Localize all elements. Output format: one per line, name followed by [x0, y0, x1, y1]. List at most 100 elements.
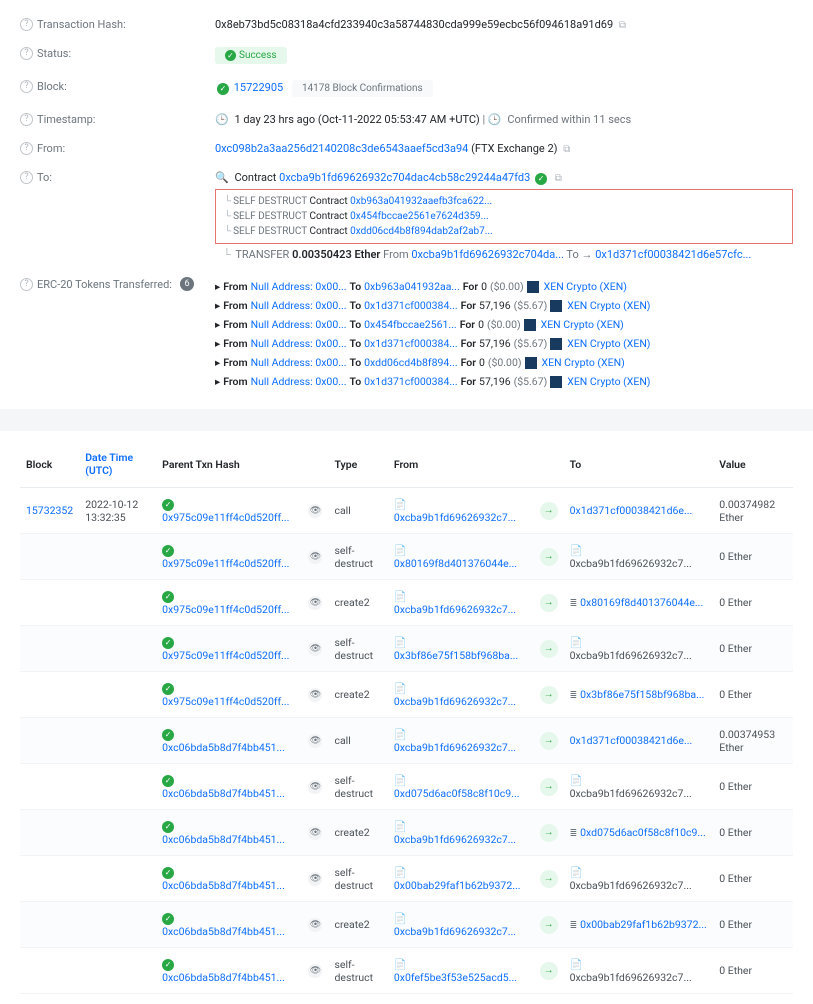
parent-hash-link[interactable]: 0x975c09e11ff4c0d520ff... [162, 557, 289, 570]
help-icon[interactable]: ? [20, 142, 33, 155]
view-icon[interactable]: 👁 [308, 504, 322, 518]
erc20-from-link[interactable]: Null Address: 0x00... [251, 280, 347, 293]
erc20-to-link[interactable]: 0x1d371cf000384... [364, 375, 458, 388]
help-icon[interactable]: ? [20, 171, 33, 184]
view-icon[interactable]: 👁 [308, 826, 322, 840]
parent-hash-link[interactable]: 0xc06bda5b8d7f4bb451... [162, 833, 285, 846]
th-type[interactable]: Type [328, 441, 387, 488]
parent-hash-link[interactable]: 0x975c09e11ff4c0d520ff... [162, 695, 289, 708]
view-icon[interactable]: 👁 [308, 550, 322, 564]
copy-icon[interactable]: ⧉ [555, 173, 562, 184]
from-address-link[interactable]: 0x80169f8d401376044e... [394, 557, 517, 570]
token-link[interactable]: XEN Crypto (XEN) [567, 375, 650, 388]
success-icon: ✓ [162, 545, 174, 557]
block-link[interactable]: 15732352 [26, 504, 73, 517]
parent-hash-link[interactable]: 0x975c09e11ff4c0d520ff... [162, 603, 289, 616]
clock-icon: 🕒 [215, 113, 229, 126]
from-row: ? From: 0xc098b2a3aa256d2140208c3de6543a… [20, 134, 793, 163]
from-address-link[interactable]: 0x00bab29faf1b62b9372... [394, 879, 521, 892]
tx-type: create2 [334, 688, 369, 701]
erc20-from-link[interactable]: Null Address: 0x00... [251, 299, 347, 312]
parent-hash-link[interactable]: 0xc06bda5b8d7f4bb451... [162, 879, 285, 892]
help-icon[interactable]: ? [20, 47, 33, 60]
parent-hash-link[interactable]: 0x975c09e11ff4c0d520ff... [162, 511, 289, 524]
success-icon: ✓ [162, 729, 174, 741]
help-icon[interactable]: ? [20, 278, 33, 291]
parent-hash-link[interactable]: 0xc06bda5b8d7f4bb451... [162, 971, 285, 984]
table-row: ✓0xc06bda5b8d7f4bb451...👁call📄0xcba9b1fd… [20, 718, 793, 764]
parent-hash-link[interactable]: 0xc06bda5b8d7f4bb451... [162, 925, 285, 938]
th-parent[interactable]: Parent Txn Hash [156, 441, 302, 488]
transfer-from-link[interactable]: 0xcba9b1fd69626932c704da... [411, 248, 564, 261]
from-label: From: [37, 142, 65, 155]
view-icon[interactable]: 👁 [308, 734, 322, 748]
block-number-link[interactable]: 15722905 [234, 81, 283, 94]
to-address-link[interactable]: 0x80169f8d401376044e... [580, 596, 703, 609]
contract-icon: 🔍 [215, 171, 229, 184]
parent-hash-link[interactable]: 0xc06bda5b8d7f4bb451... [162, 741, 285, 754]
token-link[interactable]: XEN Crypto (XEN) [541, 318, 624, 331]
token-link[interactable]: XEN Crypto (XEN) [542, 356, 625, 369]
erc20-from-link[interactable]: Null Address: 0x00... [251, 375, 347, 388]
arrow-icon: → [540, 640, 558, 658]
copy-icon[interactable]: ⧉ [563, 144, 570, 155]
token-link[interactable]: XEN Crypto (XEN) [567, 299, 650, 312]
from-address-link[interactable]: 0xcba9b1fd69626932c7... [394, 603, 516, 616]
view-icon[interactable]: 👁 [308, 964, 322, 978]
erc20-to-link[interactable]: 0x1d371cf000384... [364, 299, 458, 312]
from-address-link[interactable]: 0xcba9b1fd69626932c7... [394, 833, 516, 846]
view-icon[interactable]: 👁 [308, 872, 322, 886]
from-address-link[interactable]: 0xd075d6ac0f58c8f10c9... [394, 787, 520, 800]
th-to[interactable]: To [564, 441, 714, 488]
view-icon[interactable]: 👁 [308, 688, 322, 702]
to-address-link[interactable]: 0xd075d6ac0f58c8f10c9... [580, 826, 706, 839]
to-address-link[interactable]: 0x1d371cf00038421d6e... [570, 504, 693, 517]
sd-contract-link[interactable]: 0x454fbccae2561e7624d359... [350, 211, 488, 222]
th-datetime[interactable]: Date Time (UTC) [79, 441, 156, 488]
from-address-link[interactable]: 0xcba9b1fd69626932c7... [394, 925, 516, 938]
view-icon[interactable]: 👁 [308, 642, 322, 656]
erc20-from-link[interactable]: Null Address: 0x00... [251, 318, 347, 331]
help-icon[interactable]: ? [20, 80, 33, 93]
erc20-from-link[interactable]: Null Address: 0x00... [251, 356, 347, 369]
value: 0.00374953 Ether [719, 728, 775, 754]
from-address-link[interactable]: 0xc098b2a3aa256d2140208c3de6543aaef5cd3a… [215, 142, 468, 155]
th-from[interactable]: From [388, 441, 534, 488]
erc20-to-link[interactable]: 0xb963a041932aa... [364, 280, 460, 293]
to-address-link[interactable]: 0x00bab29faf1b62b9372... [580, 918, 707, 931]
from-address-link[interactable]: 0xcba9b1fd69626932c7... [394, 695, 516, 708]
sd-contract-link[interactable]: 0xdd06cd4b8f894dab2af2ab7... [350, 226, 493, 237]
tx-type: self-destruct [334, 866, 373, 892]
to-address-link[interactable]: 0x1d371cf00038421d6e... [570, 734, 693, 747]
help-icon[interactable]: ? [20, 18, 33, 31]
view-icon[interactable]: 👁 [308, 596, 322, 610]
token-link[interactable]: XEN Crypto (XEN) [544, 280, 627, 293]
to-address-link[interactable]: 0x3bf86e75f158bf968ba... [580, 688, 704, 701]
view-icon[interactable]: 👁 [308, 918, 322, 932]
parent-hash-link[interactable]: 0x975c09e11ff4c0d520ff... [162, 649, 289, 662]
erc20-from-link[interactable]: Null Address: 0x00... [251, 337, 347, 350]
timestamp-ago: 1 day 23 hrs ago [234, 113, 315, 126]
th-value[interactable]: Value [713, 441, 793, 488]
help-icon[interactable]: ? [20, 113, 33, 126]
view-icon[interactable]: 👁 [308, 780, 322, 794]
tx-details-panel: ? Transaction Hash: 0x8eb73bd5c08318a4cf… [0, 0, 813, 409]
from-address-link[interactable]: 0x0fef5be3f53e525acd5... [394, 971, 517, 984]
erc20-to-link[interactable]: 0x454fbccae2561... [364, 318, 457, 331]
copy-icon[interactable]: ⧉ [619, 20, 626, 31]
transfer-to-link[interactable]: 0x1d371cf00038421d6e57cfc... [595, 248, 751, 261]
from-address-link[interactable]: 0xcba9b1fd69626932c7... [394, 741, 516, 754]
from-address-link[interactable]: 0xcba9b1fd69626932c7... [394, 511, 516, 524]
erc20-to-link[interactable]: 0x1d371cf000384... [364, 337, 458, 350]
check-icon: ✓ [535, 173, 547, 185]
from-address-link[interactable]: 0x3bf86e75f158bf968ba... [394, 649, 518, 662]
parent-hash-link[interactable]: 0xc06bda5b8d7f4bb451... [162, 787, 285, 800]
erc20-to-link[interactable]: 0xdd06cd4b8f894... [364, 356, 457, 369]
th-block[interactable]: Block [20, 441, 79, 488]
to-contract-link[interactable]: 0xcba9b1fd69626932c704dac4cb58c29244a47f… [279, 171, 530, 184]
token-link[interactable]: XEN Crypto (XEN) [567, 337, 650, 350]
tx-hash-value: 0x8eb73bd5c08318a4cfd233940c3a58744830cd… [215, 18, 613, 31]
sd-contract-link[interactable]: 0xb963a041932aaefb3fca622... [350, 196, 492, 207]
value: 0 Ether [719, 550, 752, 563]
arrow-icon: → [540, 732, 558, 750]
